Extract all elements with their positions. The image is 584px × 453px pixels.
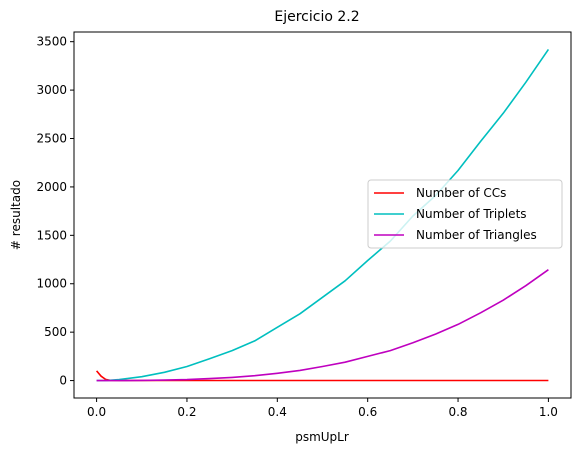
y-tick-label: 3000 <box>36 83 67 97</box>
x-tick-label: 1.0 <box>539 405 558 419</box>
y-tick-label: 2000 <box>36 180 67 194</box>
x-tick-label: 0.6 <box>358 405 377 419</box>
y-tick-label: 1000 <box>36 277 67 291</box>
legend-label: Number of Triangles <box>416 228 537 242</box>
y-tick-label: 2500 <box>36 132 67 146</box>
legend-label: Number of Triplets <box>416 207 527 221</box>
y-tick-label: 3500 <box>36 35 67 49</box>
x-tick-label: 0.2 <box>177 405 196 419</box>
legend: Number of CCs Number of Triplets Number of… <box>368 180 562 248</box>
legend-label: Number of CCs <box>416 186 506 200</box>
chart-title: Ejercicio 2.2 <box>274 9 359 25</box>
x-tick-label: 0.8 <box>448 405 467 419</box>
x-tick-label: 0.0 <box>87 405 106 419</box>
y-tick-label: 0 <box>59 374 67 388</box>
y-axis-title: # resultado <box>9 180 23 250</box>
y-tick-label: 500 <box>44 325 67 339</box>
y-tick-label: 1500 <box>36 228 67 242</box>
x-axis-title: psmUpLr <box>295 430 349 444</box>
x-tick-label: 0.4 <box>268 405 287 419</box>
